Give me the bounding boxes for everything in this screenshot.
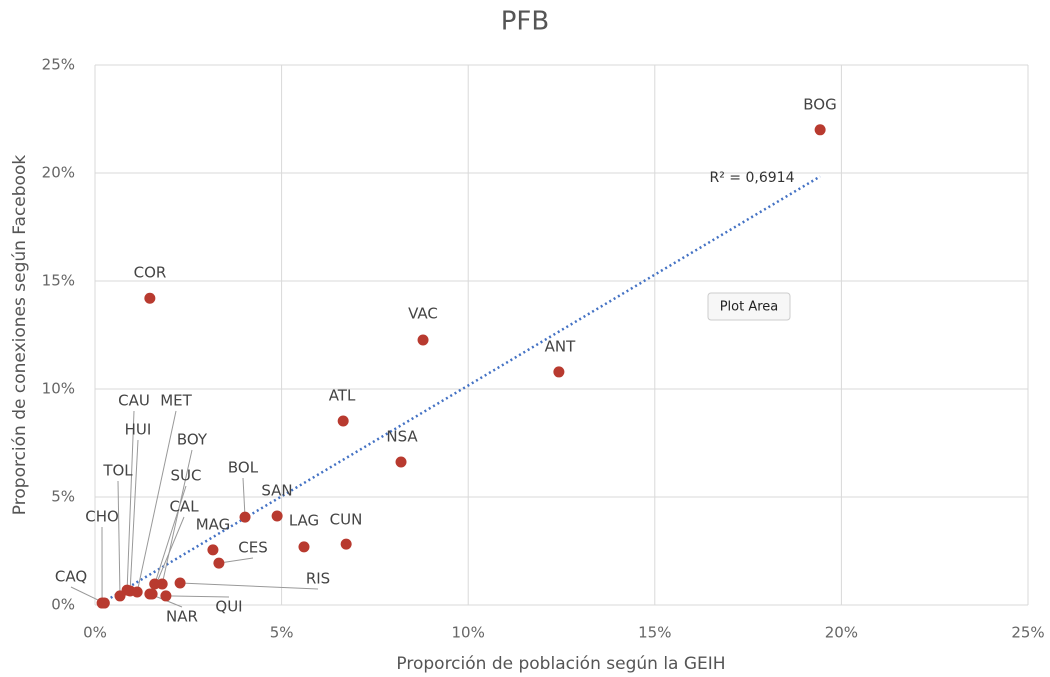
point xyxy=(144,588,156,600)
point-label: VAC xyxy=(408,305,438,323)
point-label: COR xyxy=(134,264,167,282)
y-tick-label: 20% xyxy=(42,164,75,182)
y-tick-label: 10% xyxy=(42,380,75,398)
point-label: MAG xyxy=(196,516,231,534)
x-tick-label: 25% xyxy=(1011,624,1044,642)
point xyxy=(340,538,352,550)
point-label: BOY xyxy=(177,431,208,449)
y-tick-label: 5% xyxy=(51,488,75,506)
point-label: TOL xyxy=(102,462,133,480)
x-axis-title: Proporción de población según la GEIH xyxy=(396,654,725,674)
chart-title: PFB xyxy=(501,7,549,37)
x-tick-label: 0% xyxy=(83,624,107,642)
point xyxy=(207,544,219,556)
point xyxy=(174,577,186,589)
point xyxy=(814,124,826,136)
point-label: CES xyxy=(238,539,267,557)
point xyxy=(395,456,407,468)
point-label: CUN xyxy=(330,511,363,529)
point xyxy=(160,590,172,602)
point-label: ATL xyxy=(329,387,356,405)
x-tick-label: 15% xyxy=(638,624,671,642)
leader-line xyxy=(129,439,139,591)
point-label: BOL xyxy=(228,459,259,477)
x-tick-label: 20% xyxy=(825,624,858,642)
point-label: BOG xyxy=(803,96,836,114)
point-label: SUC xyxy=(171,467,202,485)
leader-line xyxy=(161,449,193,585)
point-label: QUI xyxy=(215,598,242,616)
point xyxy=(98,597,110,609)
point xyxy=(131,586,143,598)
point xyxy=(114,590,126,602)
y-tick-label: 0% xyxy=(51,596,75,614)
y-tick-label: 25% xyxy=(42,56,75,74)
leader-line xyxy=(218,557,254,564)
point xyxy=(239,511,251,523)
point-label: HUI xyxy=(125,421,152,439)
point-label: NAR xyxy=(166,608,198,626)
point-label: RIS xyxy=(306,570,330,588)
leader-line xyxy=(154,485,187,585)
point-label: CAQ xyxy=(55,568,87,586)
point xyxy=(417,334,429,346)
x-tick-label: 5% xyxy=(270,624,294,642)
point xyxy=(144,292,156,304)
leader-line xyxy=(180,582,319,590)
point xyxy=(298,541,310,553)
point-label: NSA xyxy=(386,428,418,446)
leader-line xyxy=(117,480,121,596)
point-label: CAL xyxy=(169,498,199,516)
point-label: LAG xyxy=(289,512,319,530)
y-tick-label: 15% xyxy=(42,272,75,290)
tooltip-box xyxy=(707,292,791,321)
point-label: CAU xyxy=(118,392,150,410)
trendline xyxy=(101,175,821,604)
leader-line xyxy=(242,477,246,518)
leader-line xyxy=(136,410,177,593)
y-axis-title: Proporción de conexiones según Facebook xyxy=(10,155,30,516)
point xyxy=(337,415,349,427)
point-label: ANT xyxy=(545,338,576,356)
leader-line xyxy=(165,595,230,598)
point xyxy=(271,510,283,522)
point xyxy=(149,578,161,590)
trendline-label: R² = 0,6914 xyxy=(710,170,795,186)
point-label: CHO xyxy=(85,508,119,526)
tooltip-text: Plot Area xyxy=(720,300,779,315)
point xyxy=(213,557,225,569)
x-tick-label: 10% xyxy=(452,624,485,642)
point xyxy=(553,366,565,378)
point-label: SAN xyxy=(261,482,292,500)
point-label: MET xyxy=(160,392,192,410)
leader-line xyxy=(126,410,135,591)
